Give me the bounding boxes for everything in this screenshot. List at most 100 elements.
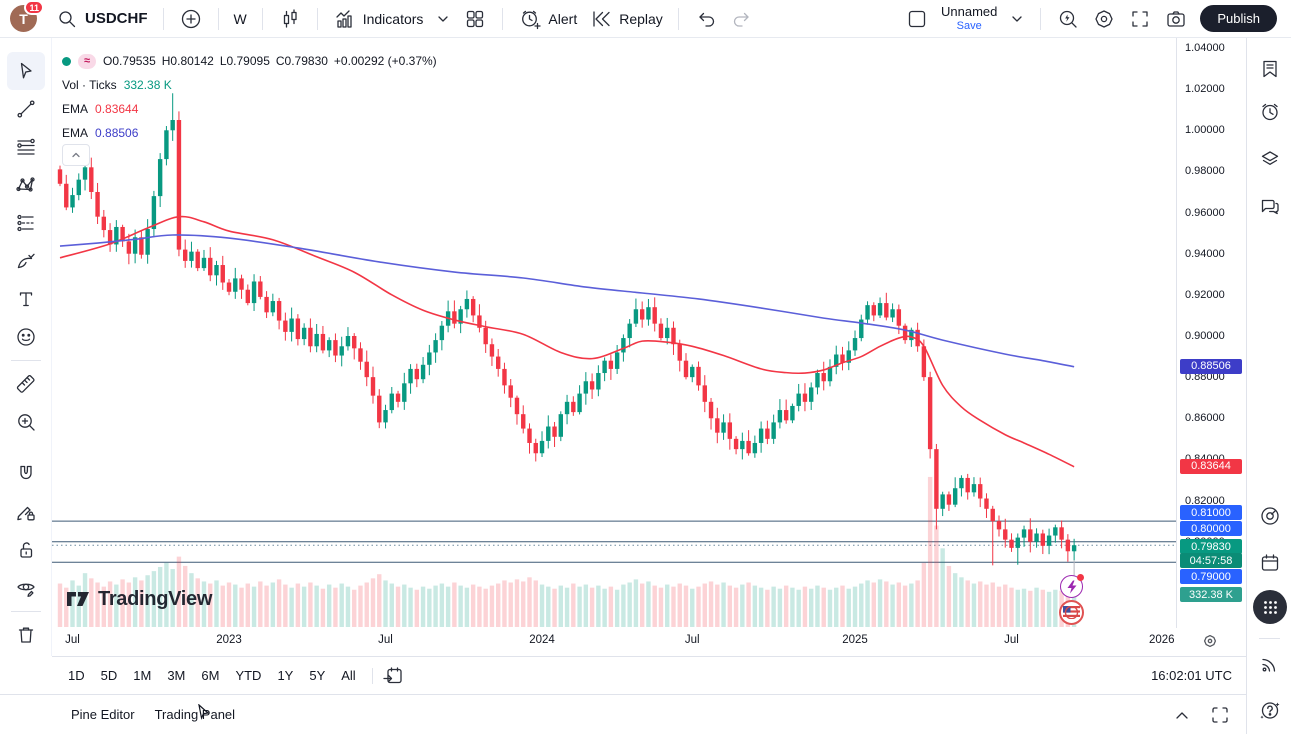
help-button[interactable] <box>1257 697 1283 723</box>
price-tick: 0.98000 <box>1185 165 1225 178</box>
interval-value: W <box>233 10 247 27</box>
time-axis[interactable]: Jul 2023 Jul 2024 Jul 2025 Jul 2026 <box>52 628 1246 656</box>
snapshot-button[interactable] <box>1158 4 1194 34</box>
user-avatar[interactable]: T 11 <box>10 0 44 32</box>
tool-xabcd-pattern[interactable] <box>7 166 45 204</box>
price-tick: 0.88000 <box>1185 371 1225 384</box>
panel-expand-chevron-icon[interactable] <box>1170 703 1194 727</box>
economic-event-flag-icon[interactable] <box>1059 600 1084 625</box>
chart-legend: ≈ O0.79535 H0.80142 L0.79095 C0.79830 +0.002… <box>62 49 443 145</box>
events-lightning-icon[interactable] <box>1060 574 1084 598</box>
fullscreen-button[interactable] <box>1122 4 1158 34</box>
ema1-legend-row[interactable]: EMA 0.83644 <box>62 97 443 121</box>
drawing-toolbar <box>0 38 52 656</box>
layout-select-button[interactable] <box>899 4 935 34</box>
range-3m[interactable]: 3M <box>167 668 186 683</box>
level-price-badge[interactable]: 0.80000 <box>1180 521 1242 536</box>
hotlists-button[interactable] <box>1257 503 1283 529</box>
ema2-value: 0.88506 <box>95 126 139 140</box>
level-price-badge[interactable]: 0.79000 <box>1180 569 1242 584</box>
range-1m[interactable]: 1M <box>133 668 152 683</box>
layout-grid-button[interactable] <box>457 4 493 34</box>
indicators-icon <box>333 7 357 31</box>
price-tick: 0.96000 <box>1185 206 1225 219</box>
xabcd-pattern-icon <box>14 173 38 197</box>
pine-editor-tab[interactable]: Pine Editor <box>71 707 135 722</box>
chat-button[interactable] <box>1257 193 1283 219</box>
undo-icon <box>694 7 718 31</box>
tool-fib-retracement[interactable] <box>7 128 45 166</box>
publish-button[interactable]: Publish <box>1200 5 1277 32</box>
tool-magnet[interactable] <box>7 455 45 493</box>
trading-panel-tab[interactable]: Trading Panel <box>154 707 236 722</box>
object-tree-button[interactable] <box>1257 146 1283 172</box>
undo-button[interactable] <box>688 4 724 34</box>
tool-lock-all[interactable] <box>7 531 45 569</box>
compare-button[interactable] <box>173 4 209 34</box>
quick-search-icon <box>1056 7 1080 31</box>
ema-fast-line <box>59 215 1075 468</box>
tool-projection[interactable] <box>7 204 45 242</box>
range-ytd[interactable]: YTD <box>235 668 262 683</box>
indicator-templates-chevron[interactable] <box>429 4 457 34</box>
range-5y[interactable]: 5Y <box>309 668 326 683</box>
symbol-legend-row[interactable]: ≈ O0.79535 H0.80142 L0.79095 C0.79830 +0.002… <box>62 49 443 73</box>
divider <box>261 7 263 30</box>
settings-button[interactable] <box>1086 4 1122 34</box>
watchlist-button[interactable] <box>1257 56 1283 82</box>
news-flow-button[interactable] <box>1257 651 1283 677</box>
layout-name-button[interactable]: Unnamed Save <box>935 4 1003 34</box>
range-6m[interactable]: 6M <box>201 668 220 683</box>
time-tick: 2026 <box>1148 634 1175 646</box>
calendar-button[interactable] <box>1257 550 1283 576</box>
tool-text[interactable] <box>7 280 45 318</box>
ema2-legend-row[interactable]: EMA 0.88506 <box>62 121 443 145</box>
tool-cursor[interactable] <box>6 52 45 90</box>
tool-measure[interactable] <box>7 365 45 403</box>
chart-area[interactable]: 1.04000 1.02000 1.00000 0.98000 0.96000 0.940… <box>52 38 1246 628</box>
range-5d[interactable]: 5D <box>100 668 118 683</box>
divider <box>10 611 41 612</box>
quick-search-button[interactable] <box>1050 4 1086 34</box>
tool-emoji[interactable] <box>7 318 45 356</box>
save-link[interactable]: Save <box>956 19 982 32</box>
price-axis[interactable]: 1.04000 1.02000 1.00000 0.98000 0.96000 0.940… <box>1176 38 1246 628</box>
volume-legend-row[interactable]: Vol · Ticks 332.38 K <box>62 73 443 97</box>
legend-collapse-button[interactable] <box>62 144 90 166</box>
go-to-date-icon[interactable] <box>381 664 405 688</box>
chart-type-button[interactable] <box>272 4 308 34</box>
level-price-badge[interactable]: 0.81000 <box>1180 505 1242 520</box>
symbol-search-button[interactable]: USDCHF <box>49 4 154 34</box>
redo-button[interactable] <box>724 4 760 34</box>
event-alert-dot <box>1077 574 1084 581</box>
tool-zoom-in[interactable] <box>7 403 45 441</box>
bottom-panel-bar: Pine Editor Trading Panel <box>0 694 1246 734</box>
layout-chevron[interactable] <box>1003 4 1031 34</box>
tool-trend-line[interactable] <box>7 90 45 128</box>
bar-countdown-badge: 04:57:58 <box>1180 553 1242 568</box>
range-all[interactable]: All <box>341 668 356 683</box>
alert-button[interactable]: Alert <box>512 4 583 34</box>
replay-button[interactable]: Replay <box>583 4 669 34</box>
alerts-button[interactable] <box>1257 99 1283 125</box>
layers-icon <box>1258 147 1282 171</box>
text-icon <box>14 287 38 311</box>
indicators-button[interactable]: Indicators <box>327 4 430 34</box>
utc-clock[interactable]: 16:02:01 UTC <box>1151 668 1232 683</box>
axis-settings-gear-icon[interactable] <box>1202 633 1218 649</box>
tool-drawing-lock[interactable] <box>7 493 45 531</box>
range-1y[interactable]: 1Y <box>277 668 294 683</box>
layout-square-icon <box>905 7 929 31</box>
tool-hide-drawings[interactable] <box>7 569 45 607</box>
apps-grid-button[interactable] <box>1253 590 1287 624</box>
tool-brush[interactable] <box>7 242 45 280</box>
tradingview-watermark: TradingView <box>66 587 212 612</box>
tool-remove-drawings[interactable] <box>7 616 45 654</box>
forecast-icon <box>14 211 38 235</box>
panel-maximize-icon[interactable] <box>1208 703 1232 727</box>
calendar-icon <box>1258 551 1282 575</box>
interval-button[interactable]: W <box>228 4 253 34</box>
range-1d[interactable]: 1D <box>68 668 85 683</box>
magnet-icon <box>14 462 38 486</box>
